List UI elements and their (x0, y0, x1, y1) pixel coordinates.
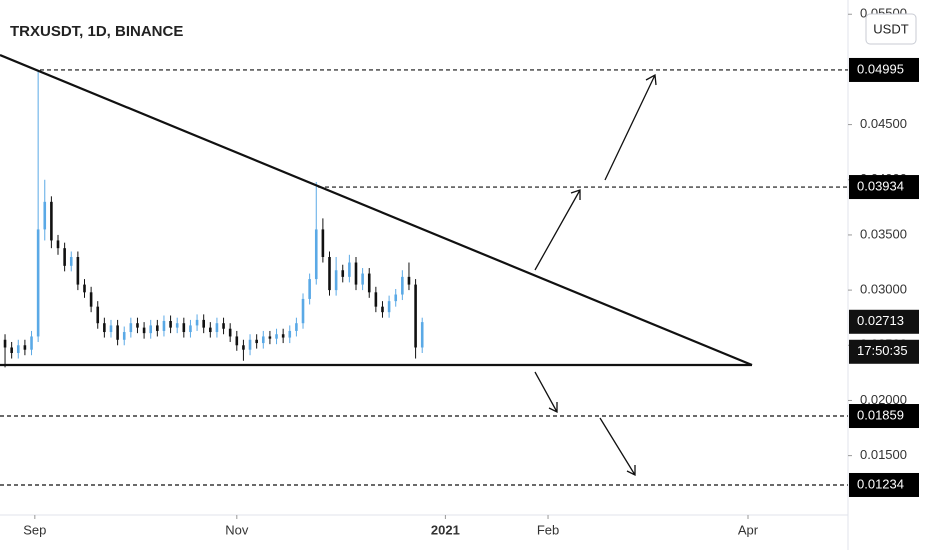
y-tick-label: 0.04500 (860, 116, 907, 131)
candle-body (142, 327, 146, 334)
y-tick-label: 0.03500 (860, 226, 907, 241)
level-badge-label: 0.03934 (857, 178, 904, 193)
arrow-up-1 (534, 189, 581, 271)
candle-body (182, 323, 186, 333)
level-badge-label: 0.01234 (857, 476, 904, 491)
level-badge (849, 472, 919, 497)
candle-body (314, 229, 318, 280)
candle-body (169, 321, 172, 328)
x-tick-label: Feb (537, 522, 559, 537)
candle-body (407, 276, 411, 285)
candle-body (321, 229, 325, 258)
y-tick-label: 0.02000 (860, 392, 907, 407)
candle-body (420, 322, 424, 348)
candle-body (381, 306, 384, 313)
candle-body (334, 270, 338, 291)
arrow-down-1 (534, 371, 558, 414)
candle-body (3, 339, 7, 348)
candle-body (209, 327, 212, 333)
currency-box[interactable] (865, 13, 917, 45)
candle-body (308, 279, 311, 299)
candle-body (30, 336, 33, 350)
chart-title: TRXUSDT, 1D, BINANCE (10, 23, 183, 40)
candle-body (76, 257, 80, 285)
plot (0, 69, 848, 486)
price-axis: 0.015000.020000.025000.030000.035000.040… (23, 6, 919, 537)
y-tick-label: 0.03000 (860, 282, 907, 297)
candle-body (103, 323, 106, 333)
arrow-up-2 (604, 73, 657, 181)
x-tick-label: 2021 (431, 522, 460, 537)
countdown-badge (849, 339, 919, 364)
candle-body (202, 319, 205, 328)
last-price-label: 0.02713 (857, 313, 904, 328)
x-tick-label: Nov (225, 522, 249, 537)
candle-body (394, 294, 398, 302)
candle-body (228, 328, 232, 337)
candle-body (122, 332, 126, 340)
level-badge (849, 57, 919, 82)
candle-body (162, 321, 166, 331)
candle-body (50, 201, 53, 241)
candle-body (361, 273, 364, 285)
candle-body (295, 323, 298, 331)
candle-body (367, 273, 371, 293)
candle-body (215, 323, 219, 333)
candle-body (175, 323, 179, 328)
candle-body (288, 330, 292, 338)
candle-body (401, 276, 404, 295)
candle-body (354, 262, 358, 285)
candle-body (414, 284, 417, 348)
candle-body (63, 248, 66, 266)
candle-body (341, 270, 345, 277)
candle-body (116, 325, 119, 340)
candle-body (195, 319, 199, 326)
x-tick-label: Apr (738, 522, 759, 537)
candle-body (36, 229, 40, 337)
candle-body (268, 336, 272, 339)
candle-body (328, 257, 331, 291)
last-price-badge (849, 309, 919, 334)
candle-body (275, 334, 278, 339)
countdown-label: 17:50:35 (857, 343, 908, 358)
candle-body (10, 347, 13, 354)
candle-body (89, 292, 93, 307)
drawings (0, 53, 753, 477)
level-badge-label: 0.01859 (857, 407, 904, 422)
arrow-down-2 (599, 417, 636, 477)
candle-body (129, 323, 133, 333)
candle-body (43, 201, 47, 230)
candle-body (23, 345, 27, 350)
candle-body (374, 292, 378, 307)
candle-body (387, 301, 391, 313)
candle-body (136, 323, 139, 328)
candle-body (149, 325, 153, 334)
candle-body (83, 284, 86, 293)
candle-body (16, 345, 20, 354)
candle-body (261, 336, 265, 344)
candle-body (235, 336, 239, 346)
candle-body (281, 334, 285, 338)
candle-body (255, 339, 258, 344)
candle-body (156, 325, 159, 331)
candle-body (96, 306, 100, 324)
candle-body (109, 325, 113, 333)
candle-body (348, 262, 351, 277)
x-tick-label: Sep (23, 522, 46, 537)
resistance-trendline (0, 53, 753, 367)
candle-body (69, 257, 73, 266)
level-badge (849, 404, 919, 429)
currency-label[interactable]: USDT (873, 21, 908, 36)
candle-body (56, 240, 60, 249)
level-badge-label: 0.04995 (857, 61, 904, 76)
level-badge (849, 175, 919, 200)
candle-body (189, 325, 192, 333)
candle-body (301, 298, 305, 324)
candle-body (222, 323, 225, 329)
candle-body (248, 339, 252, 350)
y-tick-label: 0.01500 (860, 447, 907, 462)
candle-body (242, 345, 245, 350)
